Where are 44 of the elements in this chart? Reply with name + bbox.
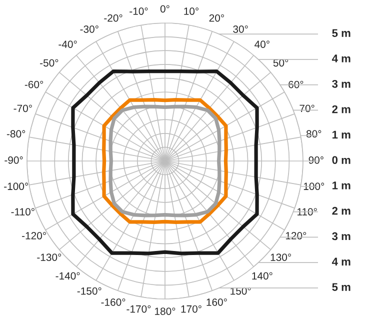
spoke-label: 40° [254, 40, 270, 48]
spoke-label: 120° [286, 232, 306, 240]
spoke-label: 130° [270, 254, 291, 261]
spoke-label: 0° [160, 5, 170, 13]
text: 5 m [332, 283, 350, 291]
text: 5 m [332, 29, 350, 38]
spoke-label: 180° [155, 308, 176, 315]
spoke-label: -140° [56, 272, 80, 280]
spoke-label: -50° [40, 59, 58, 67]
spoke-label: -70° [14, 104, 32, 112]
spoke-label: -40° [58, 40, 77, 48]
spoke-label: 140° [252, 272, 272, 280]
text: 1 m [332, 130, 350, 138]
spoke-label: -130° [37, 254, 62, 261]
text: 2 m [332, 105, 350, 114]
spoke-label: -60° [24, 80, 44, 88]
text: 3 m [332, 232, 350, 240]
spoke-label: -110° [11, 208, 34, 216]
spoke-label: 100° [304, 182, 324, 190]
text: 4 m [332, 258, 350, 266]
spoke-label: -150° [77, 287, 102, 295]
spoke-label: -20° [104, 14, 122, 22]
spoke-label: -30° [80, 25, 98, 33]
spoke-label: 70° [300, 104, 314, 112]
spoke-label: 110° [297, 208, 317, 216]
spoke-label: 170° [181, 305, 202, 313]
spoke-label: 20° [209, 14, 224, 22]
text: 0 m [332, 156, 350, 164]
spoke-label: 30° [233, 25, 248, 33]
spoke-label: 90° [308, 156, 324, 164]
spoke-label: 160° [206, 298, 227, 306]
spoke-label: -10° [130, 8, 148, 15]
spoke-label: 50° [273, 59, 288, 67]
text: 4 m [332, 54, 350, 62]
text: 2 m [332, 206, 350, 215]
spoke-label: -90° [4, 156, 23, 164]
spoke-label: -120° [22, 232, 46, 240]
text: 3 m [332, 80, 350, 88]
spoke-label: 10° [184, 8, 199, 15]
spoke-label: -100° [4, 182, 28, 190]
spoke-label: -170° [126, 305, 151, 313]
spoke-label: -160° [101, 298, 126, 306]
spoke-label: -80° [6, 130, 26, 138]
text: 1 m [332, 182, 350, 190]
